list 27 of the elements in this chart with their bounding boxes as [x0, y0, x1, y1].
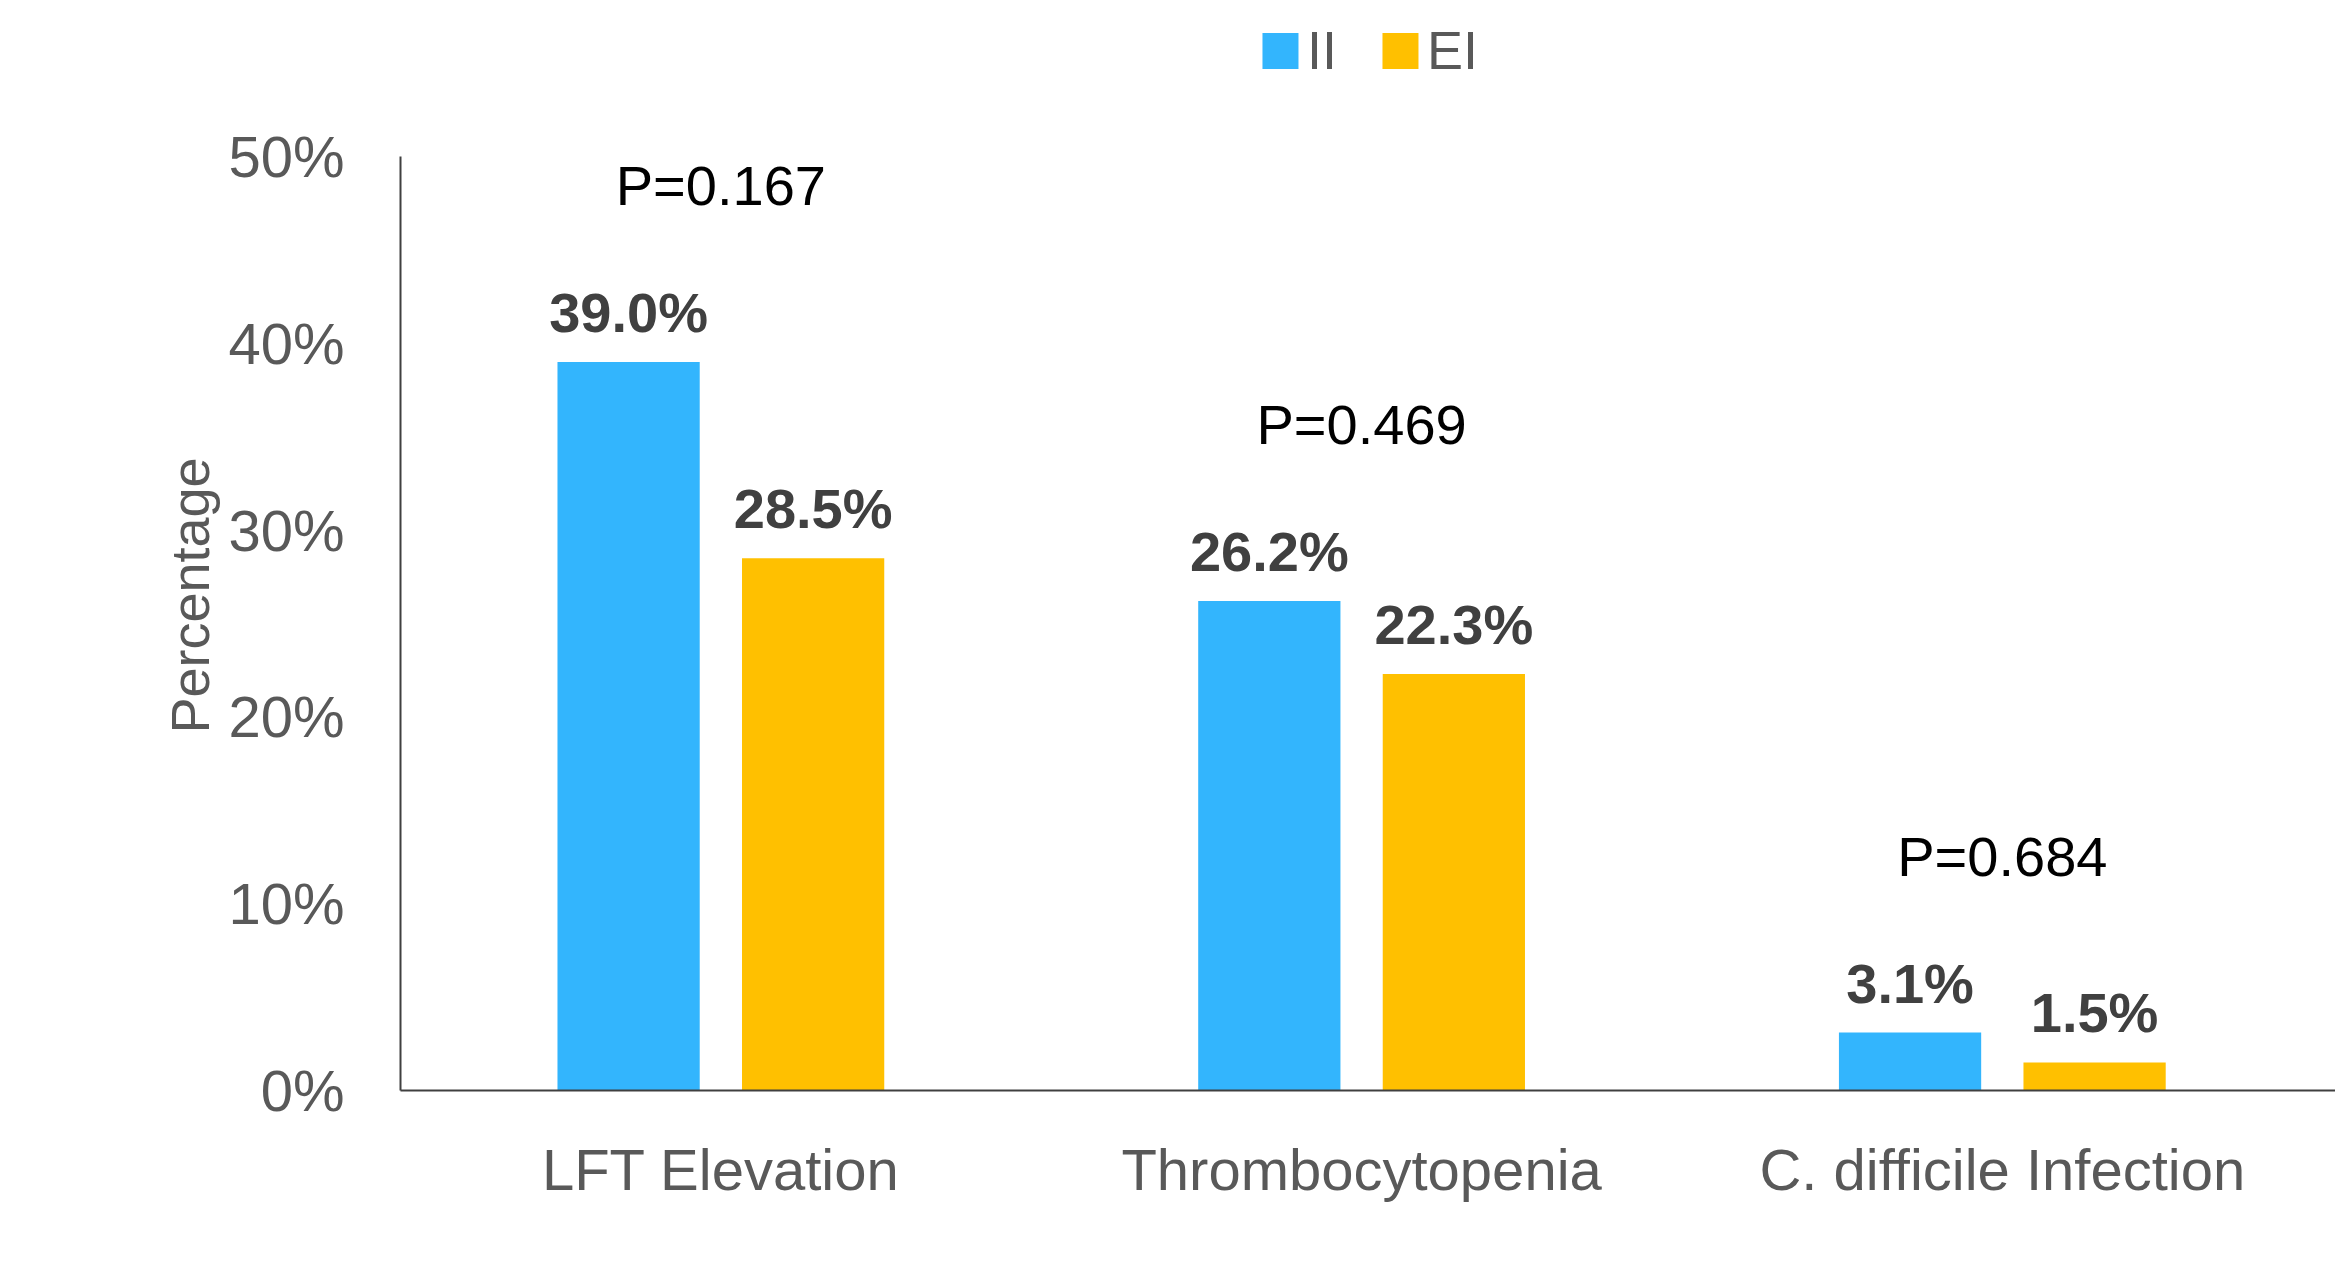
data-label: 22.3% — [1374, 592, 1534, 656]
bar — [1838, 1032, 1982, 1091]
data-label: 39.0% — [549, 281, 708, 345]
annotation: P=0.167 — [615, 154, 826, 218]
data-label: 28.5% — [733, 477, 893, 541]
x-tick-label: Thrombocytopenia — [1121, 1136, 1603, 1202]
y-tick-label: 10% — [228, 871, 345, 937]
data-label: 1.5% — [2030, 981, 2159, 1045]
y-tick-label: 0% — [260, 1058, 345, 1123]
data-label: 26.2% — [1189, 520, 1349, 584]
y-tick-label: 30% — [228, 497, 345, 563]
bar — [2023, 1062, 2166, 1091]
bar — [1382, 673, 1525, 1091]
annotation: P=0.469 — [1256, 393, 1467, 457]
data-label: 3.1% — [1846, 951, 1974, 1015]
bar — [1198, 601, 1341, 1091]
y-tick-label: 40% — [228, 310, 345, 376]
y-axis-title: Percentage — [160, 457, 221, 734]
y-tick-label: 20% — [228, 684, 345, 750]
x-tick-label: C. difficile Infection — [1759, 1136, 2246, 1202]
annotation: P=0.684 — [1897, 824, 2108, 888]
y-tick-label: 50% — [228, 124, 345, 190]
legend-label: EI — [1426, 19, 1479, 81]
x-tick-label: LFT Elevation — [541, 1136, 899, 1202]
bar — [557, 362, 700, 1091]
legend-label: II — [1306, 19, 1337, 81]
bar — [742, 558, 885, 1091]
